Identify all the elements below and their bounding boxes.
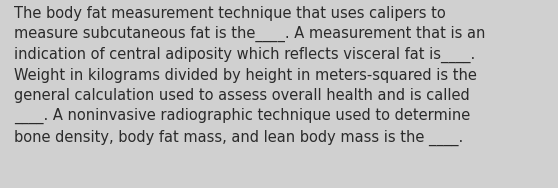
Text: The body fat measurement technique that uses calipers to
measure subcutaneous fa: The body fat measurement technique that …: [14, 6, 485, 146]
